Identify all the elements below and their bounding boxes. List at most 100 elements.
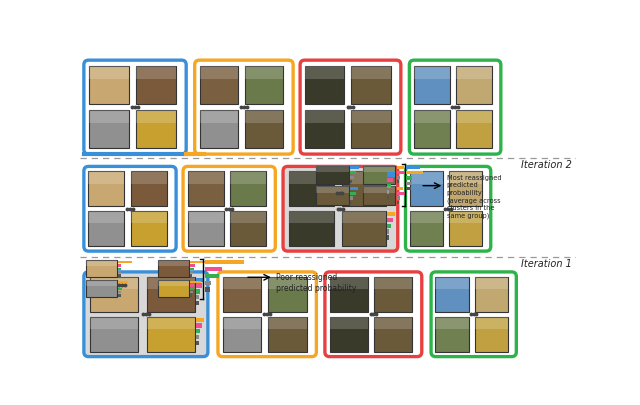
- Bar: [474, 317, 508, 352]
- Bar: [268, 277, 307, 312]
- Bar: [147, 317, 195, 329]
- Bar: [350, 171, 356, 174]
- FancyBboxPatch shape: [410, 60, 501, 154]
- Bar: [90, 317, 138, 352]
- Bar: [289, 211, 333, 246]
- Bar: [196, 301, 198, 305]
- Bar: [136, 110, 176, 124]
- Bar: [245, 110, 284, 124]
- Bar: [196, 335, 198, 339]
- Bar: [189, 264, 195, 266]
- Bar: [305, 66, 344, 79]
- Bar: [189, 261, 205, 263]
- Bar: [196, 289, 200, 294]
- Bar: [305, 110, 344, 149]
- Bar: [88, 171, 124, 183]
- Bar: [387, 184, 391, 188]
- Bar: [230, 211, 266, 246]
- Bar: [86, 260, 117, 277]
- Bar: [118, 275, 121, 277]
- Bar: [196, 278, 204, 282]
- Bar: [205, 288, 210, 292]
- Bar: [414, 66, 450, 104]
- Bar: [350, 201, 353, 204]
- Bar: [189, 284, 195, 287]
- Bar: [350, 176, 354, 179]
- Bar: [289, 171, 333, 206]
- Bar: [196, 295, 198, 299]
- Bar: [157, 280, 189, 286]
- Bar: [131, 211, 167, 224]
- Bar: [157, 260, 189, 277]
- FancyBboxPatch shape: [183, 166, 275, 251]
- Bar: [188, 171, 223, 183]
- Bar: [363, 186, 396, 193]
- Bar: [118, 288, 122, 290]
- Bar: [330, 277, 367, 289]
- Bar: [268, 317, 307, 329]
- Bar: [397, 192, 405, 195]
- Bar: [147, 277, 195, 312]
- Bar: [397, 176, 401, 179]
- FancyBboxPatch shape: [325, 272, 422, 356]
- Bar: [410, 211, 443, 224]
- Bar: [189, 268, 193, 270]
- Bar: [410, 171, 443, 206]
- Bar: [196, 341, 198, 345]
- Bar: [136, 110, 176, 149]
- FancyBboxPatch shape: [84, 166, 176, 251]
- Bar: [374, 317, 412, 352]
- Text: Iteration 2: Iteration 2: [521, 160, 572, 170]
- Bar: [342, 211, 387, 224]
- Bar: [189, 281, 202, 283]
- Bar: [350, 180, 353, 183]
- Bar: [316, 166, 349, 184]
- Bar: [397, 201, 399, 204]
- Bar: [363, 186, 396, 205]
- Bar: [189, 275, 192, 277]
- Bar: [189, 291, 193, 293]
- Bar: [89, 110, 129, 124]
- Bar: [245, 110, 284, 149]
- Bar: [157, 280, 189, 297]
- Bar: [223, 317, 261, 329]
- Bar: [456, 110, 492, 149]
- Bar: [474, 277, 508, 312]
- FancyBboxPatch shape: [218, 272, 316, 356]
- Bar: [342, 171, 387, 183]
- Bar: [316, 186, 349, 193]
- Bar: [397, 171, 408, 174]
- Bar: [363, 166, 396, 184]
- Bar: [456, 66, 492, 104]
- Bar: [157, 260, 189, 266]
- Bar: [387, 224, 391, 228]
- Text: Iteration 1: Iteration 1: [521, 259, 572, 269]
- Bar: [351, 66, 391, 104]
- Bar: [88, 171, 124, 206]
- Bar: [342, 211, 387, 246]
- Bar: [387, 190, 389, 194]
- Bar: [147, 317, 195, 352]
- FancyBboxPatch shape: [195, 60, 293, 154]
- Bar: [387, 229, 389, 234]
- Bar: [89, 66, 129, 79]
- Bar: [118, 268, 122, 270]
- Bar: [131, 171, 167, 183]
- Bar: [90, 317, 138, 329]
- Bar: [316, 166, 349, 172]
- Bar: [188, 211, 223, 246]
- Bar: [189, 288, 193, 290]
- Bar: [305, 110, 344, 124]
- Text: Most reassigned
predicted
probability
(average across
clusters in the
same group: Most reassigned predicted probability (a…: [447, 175, 501, 220]
- Bar: [435, 277, 468, 312]
- Bar: [147, 277, 195, 289]
- Bar: [205, 281, 211, 285]
- Bar: [118, 261, 132, 263]
- Bar: [118, 281, 127, 283]
- Bar: [196, 318, 204, 322]
- Bar: [414, 66, 450, 79]
- Bar: [245, 66, 284, 79]
- Bar: [350, 166, 360, 169]
- Bar: [305, 66, 344, 104]
- Bar: [397, 166, 404, 169]
